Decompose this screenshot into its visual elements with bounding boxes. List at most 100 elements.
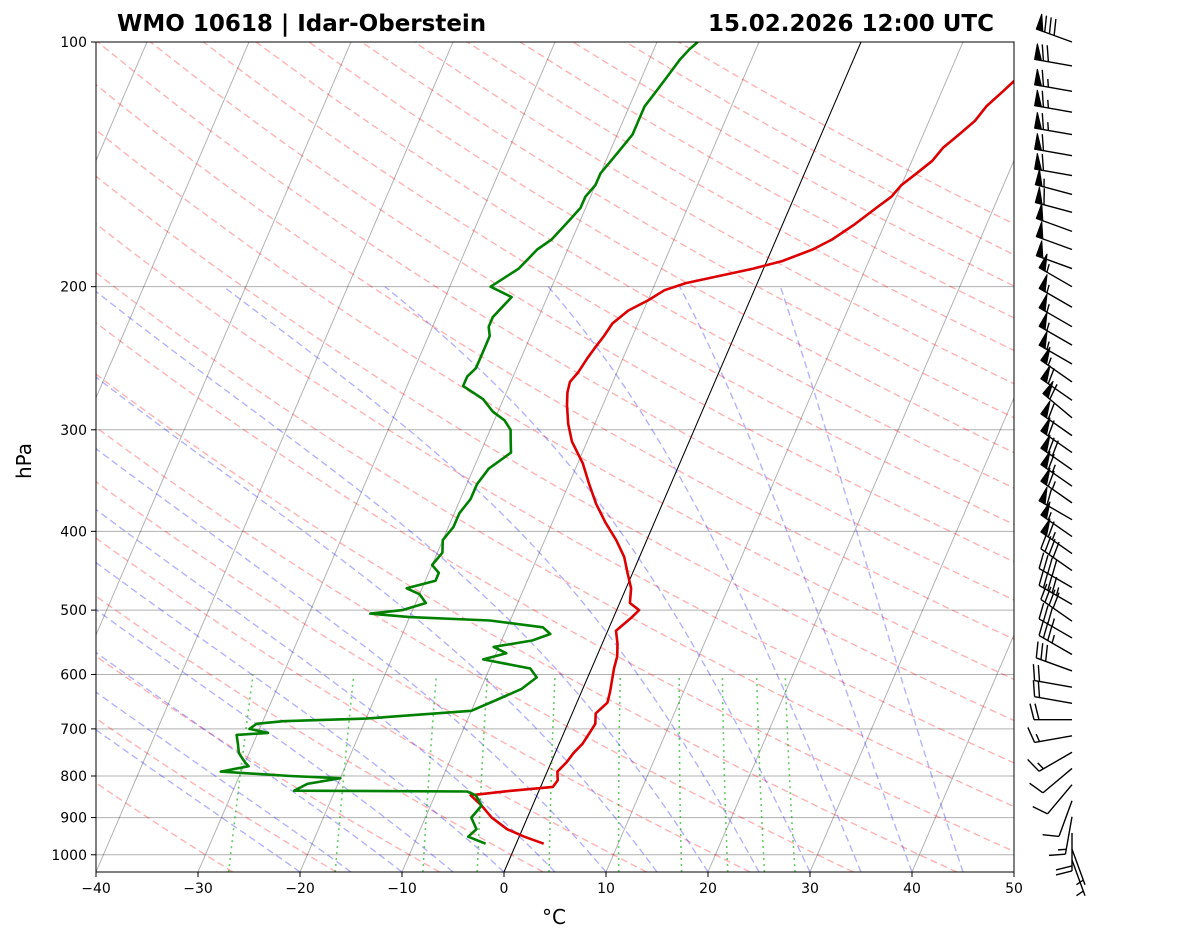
dry-adiabat-line xyxy=(96,129,1014,681)
moist-adiabat-line xyxy=(384,286,811,872)
mixing-ratio-line xyxy=(721,674,729,872)
moist-adiabat-line xyxy=(223,286,760,872)
moist-adiabat-line xyxy=(96,376,658,872)
y-tick-label: 800 xyxy=(60,769,87,785)
y-tick-label: 200 xyxy=(60,280,87,296)
y-tick-label: 400 xyxy=(60,524,87,540)
station-title: WMO 10618 | Idar-Oberstein xyxy=(117,11,486,37)
moist-adiabat-line xyxy=(96,728,301,872)
dry-adiabat-line xyxy=(625,42,1014,256)
wind-barb xyxy=(1048,816,1073,857)
wind-barb xyxy=(1038,253,1073,288)
dry-adiabat-line xyxy=(96,655,441,872)
wind-barbs xyxy=(1027,13,1086,897)
mixing-ratio-line xyxy=(334,674,355,872)
wind-barb xyxy=(1038,274,1073,308)
wind-barb xyxy=(1038,552,1073,589)
zero-isotherm-line xyxy=(503,42,862,872)
dry-adiabat-line xyxy=(96,321,1014,853)
x-tick-label: −20 xyxy=(285,881,315,897)
dry-adiabat-line xyxy=(96,271,1014,808)
wind-barb xyxy=(1035,221,1073,251)
wind-barb xyxy=(1027,751,1073,772)
isotherm-line xyxy=(911,633,1014,872)
wind-barb xyxy=(1038,486,1073,521)
dry-adiabat-line xyxy=(96,373,958,872)
wind-barb xyxy=(1040,451,1073,487)
wind-barb xyxy=(1033,68,1073,93)
wind-barb xyxy=(1034,168,1073,196)
x-axis-label: °C xyxy=(542,905,566,929)
dry-adiabat-line xyxy=(519,42,1014,319)
x-tick-label: 10 xyxy=(597,881,615,897)
y-tick-label: 700 xyxy=(60,722,87,738)
dry-adiabat-line xyxy=(96,83,1014,640)
mixing-ratio-line xyxy=(678,674,683,872)
dry-adiabat-line xyxy=(96,222,1014,764)
moist-adiabat-line xyxy=(96,447,607,872)
wind-barb xyxy=(1040,583,1073,622)
plot-frame xyxy=(95,41,1015,873)
moist-adiabat-line xyxy=(547,286,862,872)
wind-barb xyxy=(1040,417,1073,454)
mixing-ratio-line xyxy=(784,674,796,872)
wind-barb xyxy=(1038,619,1073,656)
isotherm-line xyxy=(809,396,1014,872)
wind-barb xyxy=(1040,501,1073,538)
moist-adiabat-line xyxy=(96,651,403,872)
y-tick-label: 100 xyxy=(60,35,87,51)
dry-adiabat-line xyxy=(255,42,1014,489)
x-tick-label: 40 xyxy=(903,881,921,897)
y-tick-label: 1000 xyxy=(51,848,87,864)
wind-barb xyxy=(1033,89,1073,113)
dry-adiabat-line xyxy=(466,42,1014,352)
wind-barb xyxy=(1035,13,1073,43)
dry-adiabat-line xyxy=(202,42,1014,526)
dry-adiabat-line xyxy=(150,42,1014,563)
x-tick-label: 50 xyxy=(1005,881,1023,897)
dry-adiabat-line xyxy=(96,537,647,872)
wind-barb xyxy=(1035,641,1073,672)
wind-barb xyxy=(1040,365,1073,401)
y-tick-label: 900 xyxy=(60,811,87,827)
wind-barb xyxy=(1029,703,1072,721)
isotherm-line xyxy=(605,42,964,872)
dry-adiabat-line xyxy=(414,42,1014,385)
mixing-ratio-line xyxy=(422,674,438,872)
wind-barb xyxy=(1033,43,1073,67)
isotherm-line xyxy=(299,42,658,872)
x-tick-label: 20 xyxy=(699,881,717,897)
wind-barb xyxy=(1032,680,1073,704)
wind-barb xyxy=(1029,767,1073,794)
y-tick-label: 600 xyxy=(60,667,87,683)
x-tick-label: −30 xyxy=(183,881,213,897)
x-tick-label: 30 xyxy=(801,881,819,897)
dewpoint-trace xyxy=(219,42,699,845)
y-axis-label: hPa xyxy=(12,443,36,479)
moist-adiabat-line xyxy=(779,286,964,872)
wind-barb xyxy=(1032,664,1073,688)
wind-barb xyxy=(1040,467,1073,504)
wind-barb xyxy=(1033,112,1073,136)
x-tick-label: −40 xyxy=(81,881,111,897)
mixing-ratio-line xyxy=(755,674,766,872)
isotherm-line xyxy=(707,159,1014,872)
wind-barb xyxy=(1071,859,1086,897)
moist-adiabat-line xyxy=(96,508,556,872)
isotherm-line xyxy=(96,42,352,637)
wind-barb xyxy=(1040,533,1073,572)
moist-adiabat-line xyxy=(96,691,352,872)
wind-barb xyxy=(1038,569,1073,606)
x-tick-label: −10 xyxy=(387,881,417,897)
wind-barb xyxy=(1055,832,1073,876)
wind-barb xyxy=(1042,800,1073,838)
dry-adiabat-line xyxy=(96,175,1014,722)
wind-barb xyxy=(1032,784,1073,815)
isotherm-line xyxy=(96,42,454,872)
dry-adiabat-line xyxy=(96,480,751,872)
y-tick-label: 500 xyxy=(60,603,87,619)
temperature-trace xyxy=(469,79,1014,845)
wind-barb xyxy=(1040,434,1073,471)
isotherm-line xyxy=(96,42,250,399)
